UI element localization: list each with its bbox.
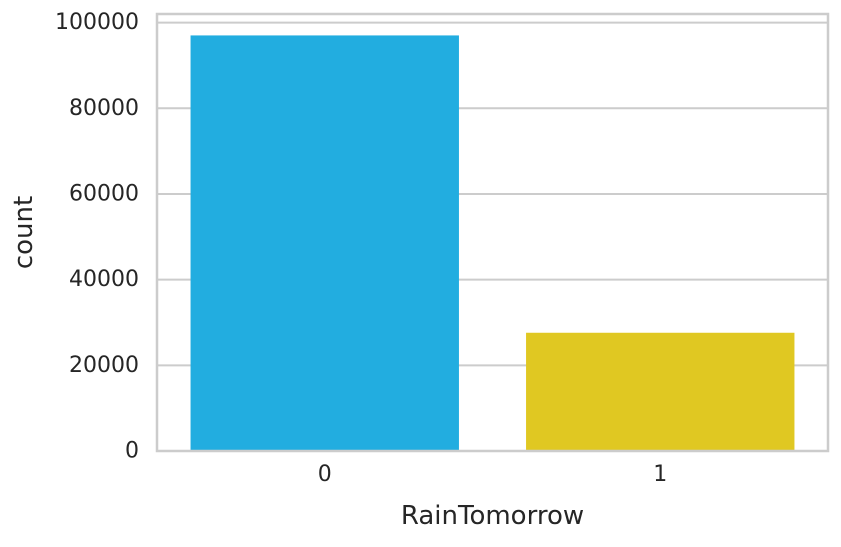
plot-frame xyxy=(155,12,830,453)
bars-layer xyxy=(190,35,795,451)
axes-layer: 0 20000 40000 60000 80000 100000 0 1 xyxy=(55,10,830,487)
x-tick-label: 0 xyxy=(318,462,332,487)
y-axis-label: count xyxy=(9,196,39,269)
y-tick-label: 0 xyxy=(125,439,139,464)
y-tick-label: 40000 xyxy=(69,267,139,292)
y-tick-label: 80000 xyxy=(69,96,139,121)
x-axis-label: RainTomorrow xyxy=(401,501,584,531)
y-tick-label: 100000 xyxy=(55,10,139,35)
bar-0 xyxy=(190,35,459,451)
y-tick-label: 20000 xyxy=(69,353,139,378)
x-tick-label: 1 xyxy=(653,462,667,487)
bar-1 xyxy=(526,332,795,451)
y-tick-label: 60000 xyxy=(69,181,139,206)
